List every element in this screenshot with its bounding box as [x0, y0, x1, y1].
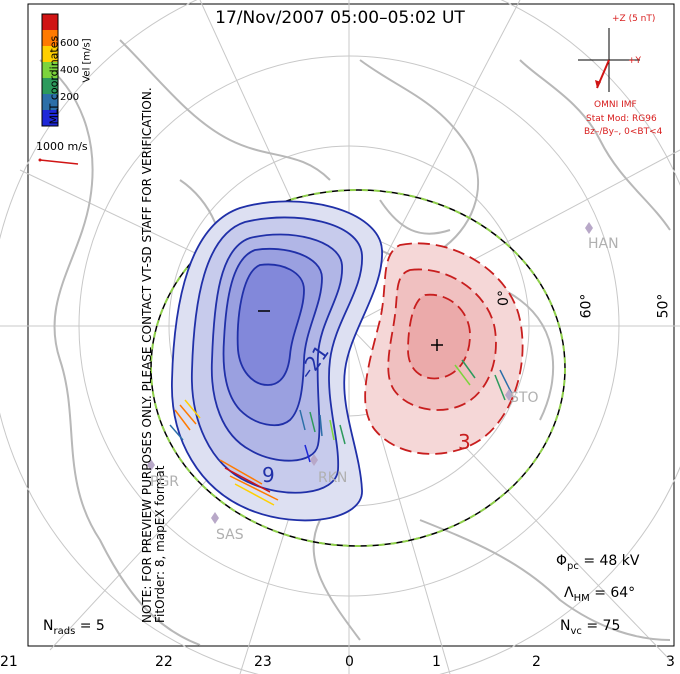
velocity-colorbar [41, 13, 59, 127]
stat-nrads: Nrads = 5 [43, 618, 105, 637]
contour-label-9: 9 [262, 463, 275, 487]
imf-arrowhead [595, 80, 601, 88]
preview-note-line2: FitOrder: 8, mapEX format [153, 465, 167, 623]
mlt-tick-22: 22 [155, 654, 173, 670]
stat-nvc: Nvc = 75 [560, 618, 621, 637]
colorbar-label: Vel [m/s] [81, 38, 93, 83]
colorbar-tick-600: 600 [60, 38, 80, 49]
site-sas: SAS [216, 527, 244, 543]
lat-label-50: 50° [655, 293, 672, 319]
lat-label-60: 60° [578, 293, 595, 319]
contour-label-3: 3 [458, 430, 471, 454]
map-title: 17/Nov/2007 05:00–05:02 UT [215, 8, 465, 28]
colorbar-tick-200: 200 [60, 92, 80, 103]
imf-y-label: +Y [628, 56, 642, 66]
colorbar-swatch [42, 94, 58, 110]
plot-frame [27, 3, 675, 647]
site-pgr: PGR [150, 474, 180, 490]
lat-label-0: 0° [495, 290, 512, 306]
mlt-tick-1: 1 [432, 654, 441, 670]
mlt-tick-21: 21 [0, 654, 18, 670]
colorbar-swatch [42, 46, 58, 62]
plus-marker [431, 339, 443, 351]
colorbar-swatch [42, 110, 58, 126]
colorbar-swatch [42, 78, 58, 94]
preview-note: NOTE: FOR PREVIEW PURPOSES ONLY. PLEASE … [140, 3, 167, 623]
imf-title: OMNI IMF [594, 100, 637, 110]
stat-phi-pc: Φpc = 48 kV [556, 553, 640, 572]
colorbar-tick-400: 400 [60, 65, 80, 76]
negative-cell [171, 200, 383, 522]
colorbar-swatch [42, 62, 58, 78]
imf-z-label: +Z (5 nT) [612, 14, 656, 24]
mlt-tick-23: 23 [254, 654, 272, 670]
mlt-tick-2: 2 [532, 654, 541, 670]
reference-vector-label: 1000 m/s [36, 140, 88, 153]
colorbar-frame [41, 13, 59, 127]
site-markers [147, 222, 593, 524]
colorbar-swatch [42, 14, 58, 30]
hm-boundary-dash [150, 189, 566, 547]
imf-condition: Bz–/By–, 0<BT<4 [584, 127, 663, 137]
mlt-tick-0: 0 [345, 654, 354, 670]
positive-cell [364, 242, 524, 455]
colorbar-swatch [42, 30, 58, 46]
site-rkn: RKN [318, 470, 348, 486]
reference-vector-origin [38, 158, 42, 162]
velocity-vectors [169, 359, 513, 506]
mlt-tick-3: 3 [666, 654, 675, 670]
site-han: HAN [588, 236, 619, 252]
stat-lambda-hm: ΛHM = 64° [564, 585, 636, 604]
imf-model: Stat Mod: RG96 [586, 114, 657, 124]
site-sto: STO [510, 390, 539, 406]
coordinates-label: MLT coordinates [47, 35, 61, 125]
reference-vector [39, 159, 79, 165]
